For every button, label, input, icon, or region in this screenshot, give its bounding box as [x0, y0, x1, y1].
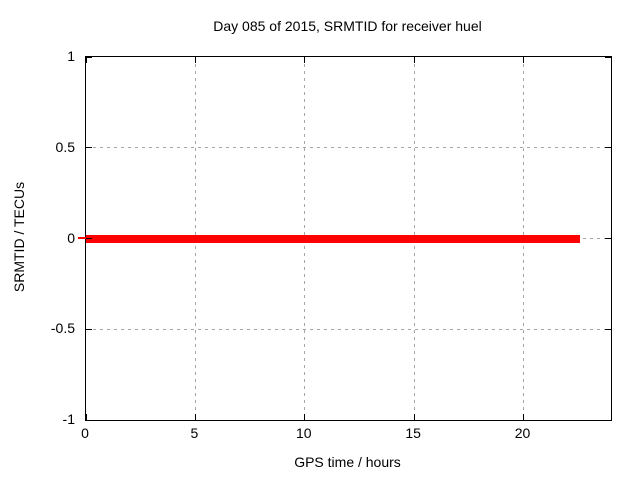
- y-tick-label: -1: [62, 411, 75, 427]
- y-tick-label: 0.5: [55, 138, 75, 155]
- y-tick-right: [605, 419, 611, 421]
- data-series-line: [86, 234, 581, 243]
- x-tick-bottom: [194, 414, 196, 420]
- x-tick-label: 20: [514, 425, 531, 441]
- y-tick-right: [605, 147, 611, 149]
- x-tick-label: 15: [405, 425, 421, 441]
- x-tick-top: [85, 57, 87, 63]
- data-series-left-overhang: [78, 236, 86, 239]
- x-tick-label: 5: [190, 425, 199, 441]
- horizontal-gridline: [86, 328, 611, 330]
- x-tick-bottom: [523, 414, 524, 420]
- y-tick-right: [605, 238, 611, 239]
- horizontal-gridline: [86, 147, 611, 149]
- y-tick-left: [86, 238, 92, 239]
- y-tick-left: [86, 419, 92, 421]
- y-tick-label: -0.5: [50, 320, 75, 337]
- y-tick-right: [605, 56, 611, 58]
- y-tick-label: 0: [67, 229, 75, 246]
- y-tick-left: [86, 328, 92, 330]
- x-tick-bottom: [413, 414, 415, 420]
- y-tick-left: [86, 56, 92, 58]
- x-tick-label: 10: [295, 425, 312, 441]
- chart-title: Day 085 of 2015, SRMTID for receiver hue…: [213, 18, 482, 34]
- x-tick-bottom: [85, 414, 87, 420]
- x-tick-label: 0: [81, 425, 89, 441]
- x-axis-label: GPS time / hours: [294, 454, 401, 470]
- y-tick-label: 1: [67, 48, 75, 64]
- x-tick-bottom: [304, 414, 306, 420]
- x-tick-top: [304, 57, 306, 63]
- y-tick-left: [86, 147, 92, 149]
- x-tick-top: [413, 57, 415, 63]
- x-tick-top: [523, 57, 524, 63]
- plot-area: [85, 56, 612, 421]
- y-tick-right: [605, 328, 611, 330]
- x-tick-top: [194, 57, 196, 63]
